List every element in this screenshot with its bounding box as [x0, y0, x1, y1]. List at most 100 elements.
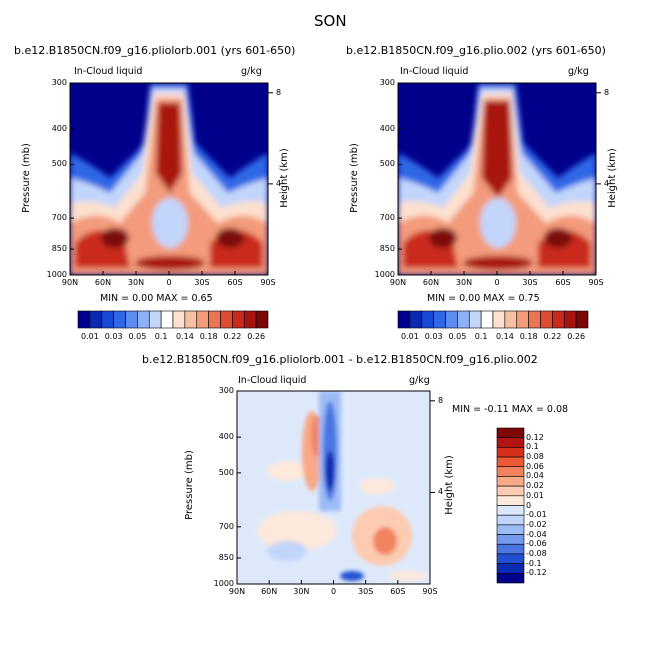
colorbar-swatch	[468, 310, 482, 329]
colorbar-label: 0.01	[526, 490, 544, 500]
y-tick-label: 850	[51, 244, 67, 254]
y-tick-label: 500	[379, 159, 395, 169]
season-title: SON	[314, 12, 347, 30]
colorbar-swatch	[496, 563, 525, 574]
panel-2-ylabel-right: Height (km)	[606, 148, 618, 208]
y-tick-label: 700	[51, 213, 67, 223]
x-tick-label: 60N	[94, 278, 112, 287]
panel-1-units: g/kg	[241, 66, 262, 77]
colorbar-swatch	[516, 310, 529, 329]
panel-3-title: b.e12.B1850CN.f09_g16.pliolorb.001 - b.e…	[142, 353, 538, 366]
colorbar-label: 0.26	[247, 332, 266, 341]
colorbar-swatch	[563, 310, 577, 329]
colorbar-swatch	[101, 310, 114, 329]
colorbar-label: 0.04	[526, 471, 544, 481]
panel-2-field	[397, 82, 597, 276]
colorbar-swatch	[232, 310, 245, 329]
panel-2-units: g/kg	[568, 66, 589, 77]
panel-3-minmax: MIN = -0.11 MAX = 0.08	[452, 404, 569, 415]
y-tick-label: 400	[51, 123, 67, 133]
colorbar-label: 0.05	[128, 332, 147, 341]
colorbar-label: -0.08	[526, 548, 547, 558]
colorbar-label: 0	[526, 500, 532, 510]
colorbar-label: 0.02	[526, 481, 544, 491]
height-tick-label: 4	[438, 487, 444, 497]
colorbar-label: -0.06	[526, 539, 547, 549]
colorbar-label: 0.18	[199, 332, 218, 341]
x-tick-label: 30N	[455, 278, 473, 287]
y-tick-label: 1000	[213, 579, 234, 588]
colorbar-label: 0.14	[175, 332, 194, 341]
colorbar-panel-2	[397, 310, 589, 329]
x-tick-label: 30S	[194, 278, 210, 287]
colorbar-swatch	[496, 573, 525, 584]
colorbar-label: 0.1	[526, 442, 539, 452]
x-tick-label: 60S	[227, 278, 243, 287]
colorbar-swatch	[125, 310, 138, 329]
colorbar-label: -0.12	[526, 568, 547, 578]
colorbar-label: 0.03	[424, 332, 443, 341]
panel-2-ylabel: Pressure (mb)	[348, 143, 360, 213]
height-tick-label: 4	[276, 178, 282, 188]
panel-3-units: g/kg	[409, 375, 430, 386]
colorbar-swatch	[528, 310, 541, 329]
colorbar-swatch	[496, 437, 525, 448]
y-tick-label: 500	[218, 467, 234, 477]
colorbar-swatch	[255, 310, 269, 329]
x-tick-label: 60N	[261, 587, 278, 596]
panel-2-minmax: MIN = 0.00 MAX = 0.75	[427, 293, 540, 304]
colorbar-label: 0.22	[543, 332, 562, 341]
height-tick-label: 8	[604, 87, 610, 97]
colorbar-swatch	[496, 485, 525, 497]
colorbar-label: 0.03	[104, 332, 123, 341]
colorbar-swatch	[113, 310, 126, 329]
colorbar-swatch	[148, 310, 162, 329]
y-tick-label: 1000	[374, 270, 395, 279]
colorbar-swatch	[496, 456, 525, 468]
colorbar-swatch	[496, 476, 525, 487]
colorbar-swatch	[496, 427, 525, 438]
colorbar-label: 0.18	[519, 332, 538, 341]
x-tick-label: 0	[494, 278, 500, 287]
y-tick-label: 1000	[46, 270, 67, 279]
panel-1-ylabel: Pressure (mb)	[20, 143, 32, 213]
x-tick-label: 0	[166, 278, 172, 287]
colorbar-label: 0.1	[154, 332, 168, 341]
colorbar-swatch	[445, 310, 458, 329]
panel-1-ylabel-right: Height (km)	[278, 148, 290, 208]
colorbar-label: 0.12	[526, 432, 544, 442]
panel-1-title: b.e12.B1850CN.f09_g16.pliolorb.001 (yrs …	[14, 44, 296, 57]
y-tick-label: 850	[218, 552, 234, 562]
y-tick-label: 850	[379, 244, 395, 254]
x-tick-label: 30S	[522, 278, 538, 287]
colorbar-swatch	[397, 310, 411, 329]
y-tick-label: 700	[379, 213, 395, 223]
colorbar-swatch	[184, 310, 198, 329]
colorbar-swatch	[496, 553, 525, 564]
height-tick-label: 8	[438, 395, 444, 405]
panel-2-title: b.e12.B1850CN.f09_g16.plio.002 (yrs 601-…	[346, 44, 606, 57]
colorbar-label: 0.26	[567, 332, 586, 341]
panel-1-minmax: MIN = 0.00 MAX = 0.65	[100, 293, 213, 304]
y-tick-label: 700	[218, 521, 234, 531]
panel-1-variable: In-Cloud liquid	[74, 66, 143, 77]
colorbar-label: 0.08	[526, 452, 544, 462]
colorbar-label: -0.04	[526, 529, 547, 539]
panel-1-field	[69, 82, 269, 276]
axis-ticks-layer	[69, 82, 601, 585]
colorbar-swatch	[457, 310, 470, 329]
x-tick-label: 90S	[588, 278, 604, 287]
y-tick-label: 300	[218, 386, 234, 395]
panel-3-ylabel: Pressure (mb)	[183, 450, 195, 520]
colorbar-swatch	[540, 310, 553, 329]
panel-3-field	[236, 390, 431, 585]
colorbar-swatch	[421, 310, 434, 329]
height-tick-label: 4	[604, 178, 610, 188]
colorbar-swatch	[496, 495, 525, 506]
colorbar-swatch	[160, 310, 174, 329]
colorbar-label: 0.1	[474, 332, 488, 341]
colorbar-swatch	[496, 543, 525, 555]
colorbar-swatch	[433, 310, 446, 329]
colorbar-label: 0.14	[495, 332, 514, 341]
